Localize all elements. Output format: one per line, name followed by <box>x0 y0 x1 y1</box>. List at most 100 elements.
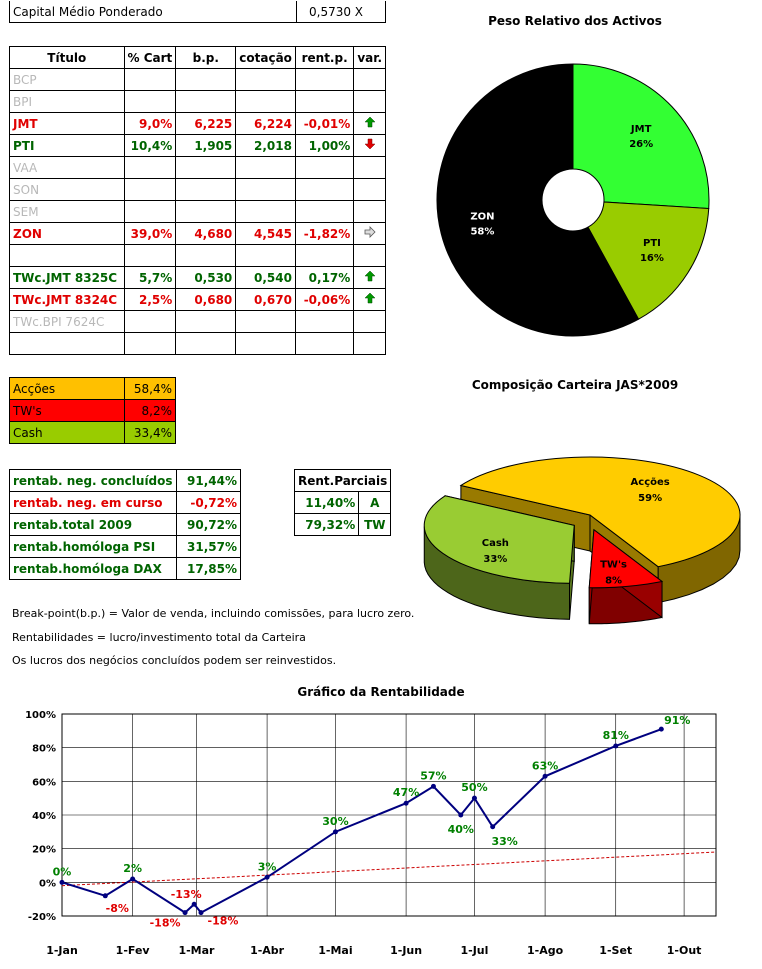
partials-tag: A <box>358 491 392 514</box>
table-row: SEM <box>9 200 386 223</box>
table-row: BPI <box>9 90 386 113</box>
returns-row: rentab.homóloga DAX 17,85% <box>9 557 242 580</box>
composition-row: Acções 58,4% <box>9 377 176 400</box>
arrow-right-icon <box>364 226 376 238</box>
cell-bp <box>175 332 237 355</box>
composition-row: Cash 33,4% <box>9 421 176 444</box>
composition-value: 33,4% <box>124 421 176 444</box>
cell-cotacao: 4,545 <box>235 222 296 245</box>
x-tick-label: 1-Mar <box>178 944 215 957</box>
donut-slice-jmt <box>572 63 710 210</box>
y-tick-label: 40% <box>32 811 56 822</box>
table-row: TWc.BPI 7624C <box>9 310 386 333</box>
data-label: 2% <box>123 862 142 875</box>
note-breakpoint: Break-point(b.p.) = Valor de venda, incl… <box>12 607 415 620</box>
cell-var <box>353 90 386 113</box>
table-row: SON <box>9 178 386 201</box>
cell-title: TWc.JMT 8325C <box>9 266 125 289</box>
col-bp: b.p. <box>175 46 237 69</box>
pie3d-chart: Acções 59% TW's 8% Cash 33% <box>423 456 741 625</box>
partials-table: Rent.Parciais 11,40% A 79,32% TW <box>293 469 392 536</box>
cell-title <box>9 244 125 267</box>
donut-value: 26% <box>629 139 653 150</box>
cell-cart: 5,7% <box>123 266 177 289</box>
data-point <box>658 726 664 732</box>
composition-value: 8,2% <box>124 399 176 422</box>
returns-value: 90,72% <box>175 513 242 536</box>
cell-rent: -1,82% <box>294 222 355 245</box>
data-point <box>130 876 136 882</box>
data-label: -18% <box>208 915 239 928</box>
table-row: VAA <box>9 156 386 179</box>
data-label: -18% <box>150 917 181 930</box>
cell-rent <box>294 332 355 355</box>
cell-title: VAA <box>9 156 125 179</box>
x-tick-label: 1-Abr <box>250 944 285 957</box>
cell-bp <box>175 68 237 91</box>
cell-var <box>353 68 386 91</box>
pie3d-label: TW's <box>600 560 627 571</box>
cell-cotacao: 6,224 <box>235 112 296 135</box>
returns-row: rentab.homóloga PSI 31,57% <box>9 535 242 558</box>
cell-rent: -0,01% <box>294 112 355 135</box>
data-label: 30% <box>322 815 348 828</box>
cell-var <box>353 332 386 355</box>
data-point <box>182 910 188 916</box>
pie3d-slice <box>459 456 741 568</box>
cell-title: BCP <box>9 68 125 91</box>
composition-label: Acções <box>9 377 125 400</box>
table-row: ZON 39,0% 4,680 4,545 -1,82% <box>9 222 386 245</box>
note-rentabilidades: Rentabilidades = lucro/investimento tota… <box>12 631 306 644</box>
cell-bp <box>175 310 237 333</box>
cell-var <box>353 134 386 157</box>
cell-bp: 4,680 <box>175 222 237 245</box>
cell-rent: -0,06% <box>294 288 355 311</box>
returns-label: rentab.total 2009 <box>9 513 177 536</box>
arrow-up-icon <box>364 292 376 304</box>
cell-title: SON <box>9 178 125 201</box>
composition-label: Cash <box>9 421 125 444</box>
data-point <box>542 773 548 779</box>
data-label: 63% <box>532 759 558 772</box>
data-label: 3% <box>258 860 277 873</box>
returns-value: -0,72% <box>175 491 242 514</box>
reference-line <box>61 851 717 887</box>
returns-row: rentab. neg. concluídos 91,44% <box>9 469 242 492</box>
cell-bp: 1,905 <box>175 134 237 157</box>
x-tick-label: 1-Jan <box>46 944 78 957</box>
col-titulo: Título <box>9 46 125 69</box>
data-point <box>430 783 436 789</box>
x-tick-label: 1-Ago <box>527 944 564 957</box>
donut-label: JMT <box>630 124 652 135</box>
donut-chart: JMT 26% PTI 16% ZON 58% <box>436 63 710 337</box>
cell-cotacao: 0,670 <box>235 288 296 311</box>
cell-cart: 39,0% <box>123 222 177 245</box>
data-label: 33% <box>492 835 518 848</box>
y-tick-label: 60% <box>32 777 56 788</box>
pie3d-label: Cash <box>482 538 509 549</box>
cell-title: TWc.BPI 7624C <box>9 310 125 333</box>
cell-rent <box>294 310 355 333</box>
cell-cotacao <box>235 244 296 267</box>
cell-rent: 1,00% <box>294 134 355 157</box>
returns-table: rentab. neg. concluídos 91,44% rentab. neg… <box>9 469 242 580</box>
pie3d-value: 59% <box>638 493 662 504</box>
cell-cart <box>123 68 177 91</box>
cell-cotacao: 2,018 <box>235 134 296 157</box>
cell-cart: 9,0% <box>123 112 177 135</box>
composition-label: TW's <box>9 399 125 422</box>
cell-rent <box>294 156 355 179</box>
x-tick-label: 1-Jun <box>390 944 422 957</box>
returns-value: 31,57% <box>175 535 242 558</box>
x-tick-label: 1-Out <box>667 944 702 957</box>
pie3d-value: 8% <box>605 576 622 587</box>
data-point <box>613 743 619 749</box>
pie3d-slice <box>588 528 664 589</box>
cell-cart <box>123 90 177 113</box>
y-tick-label: 80% <box>32 744 56 755</box>
data-point <box>458 812 464 818</box>
table-row <box>9 332 386 355</box>
cell-title: JMT <box>9 112 125 135</box>
cell-cotacao <box>235 310 296 333</box>
returns-label: rentab.homóloga DAX <box>9 557 177 580</box>
